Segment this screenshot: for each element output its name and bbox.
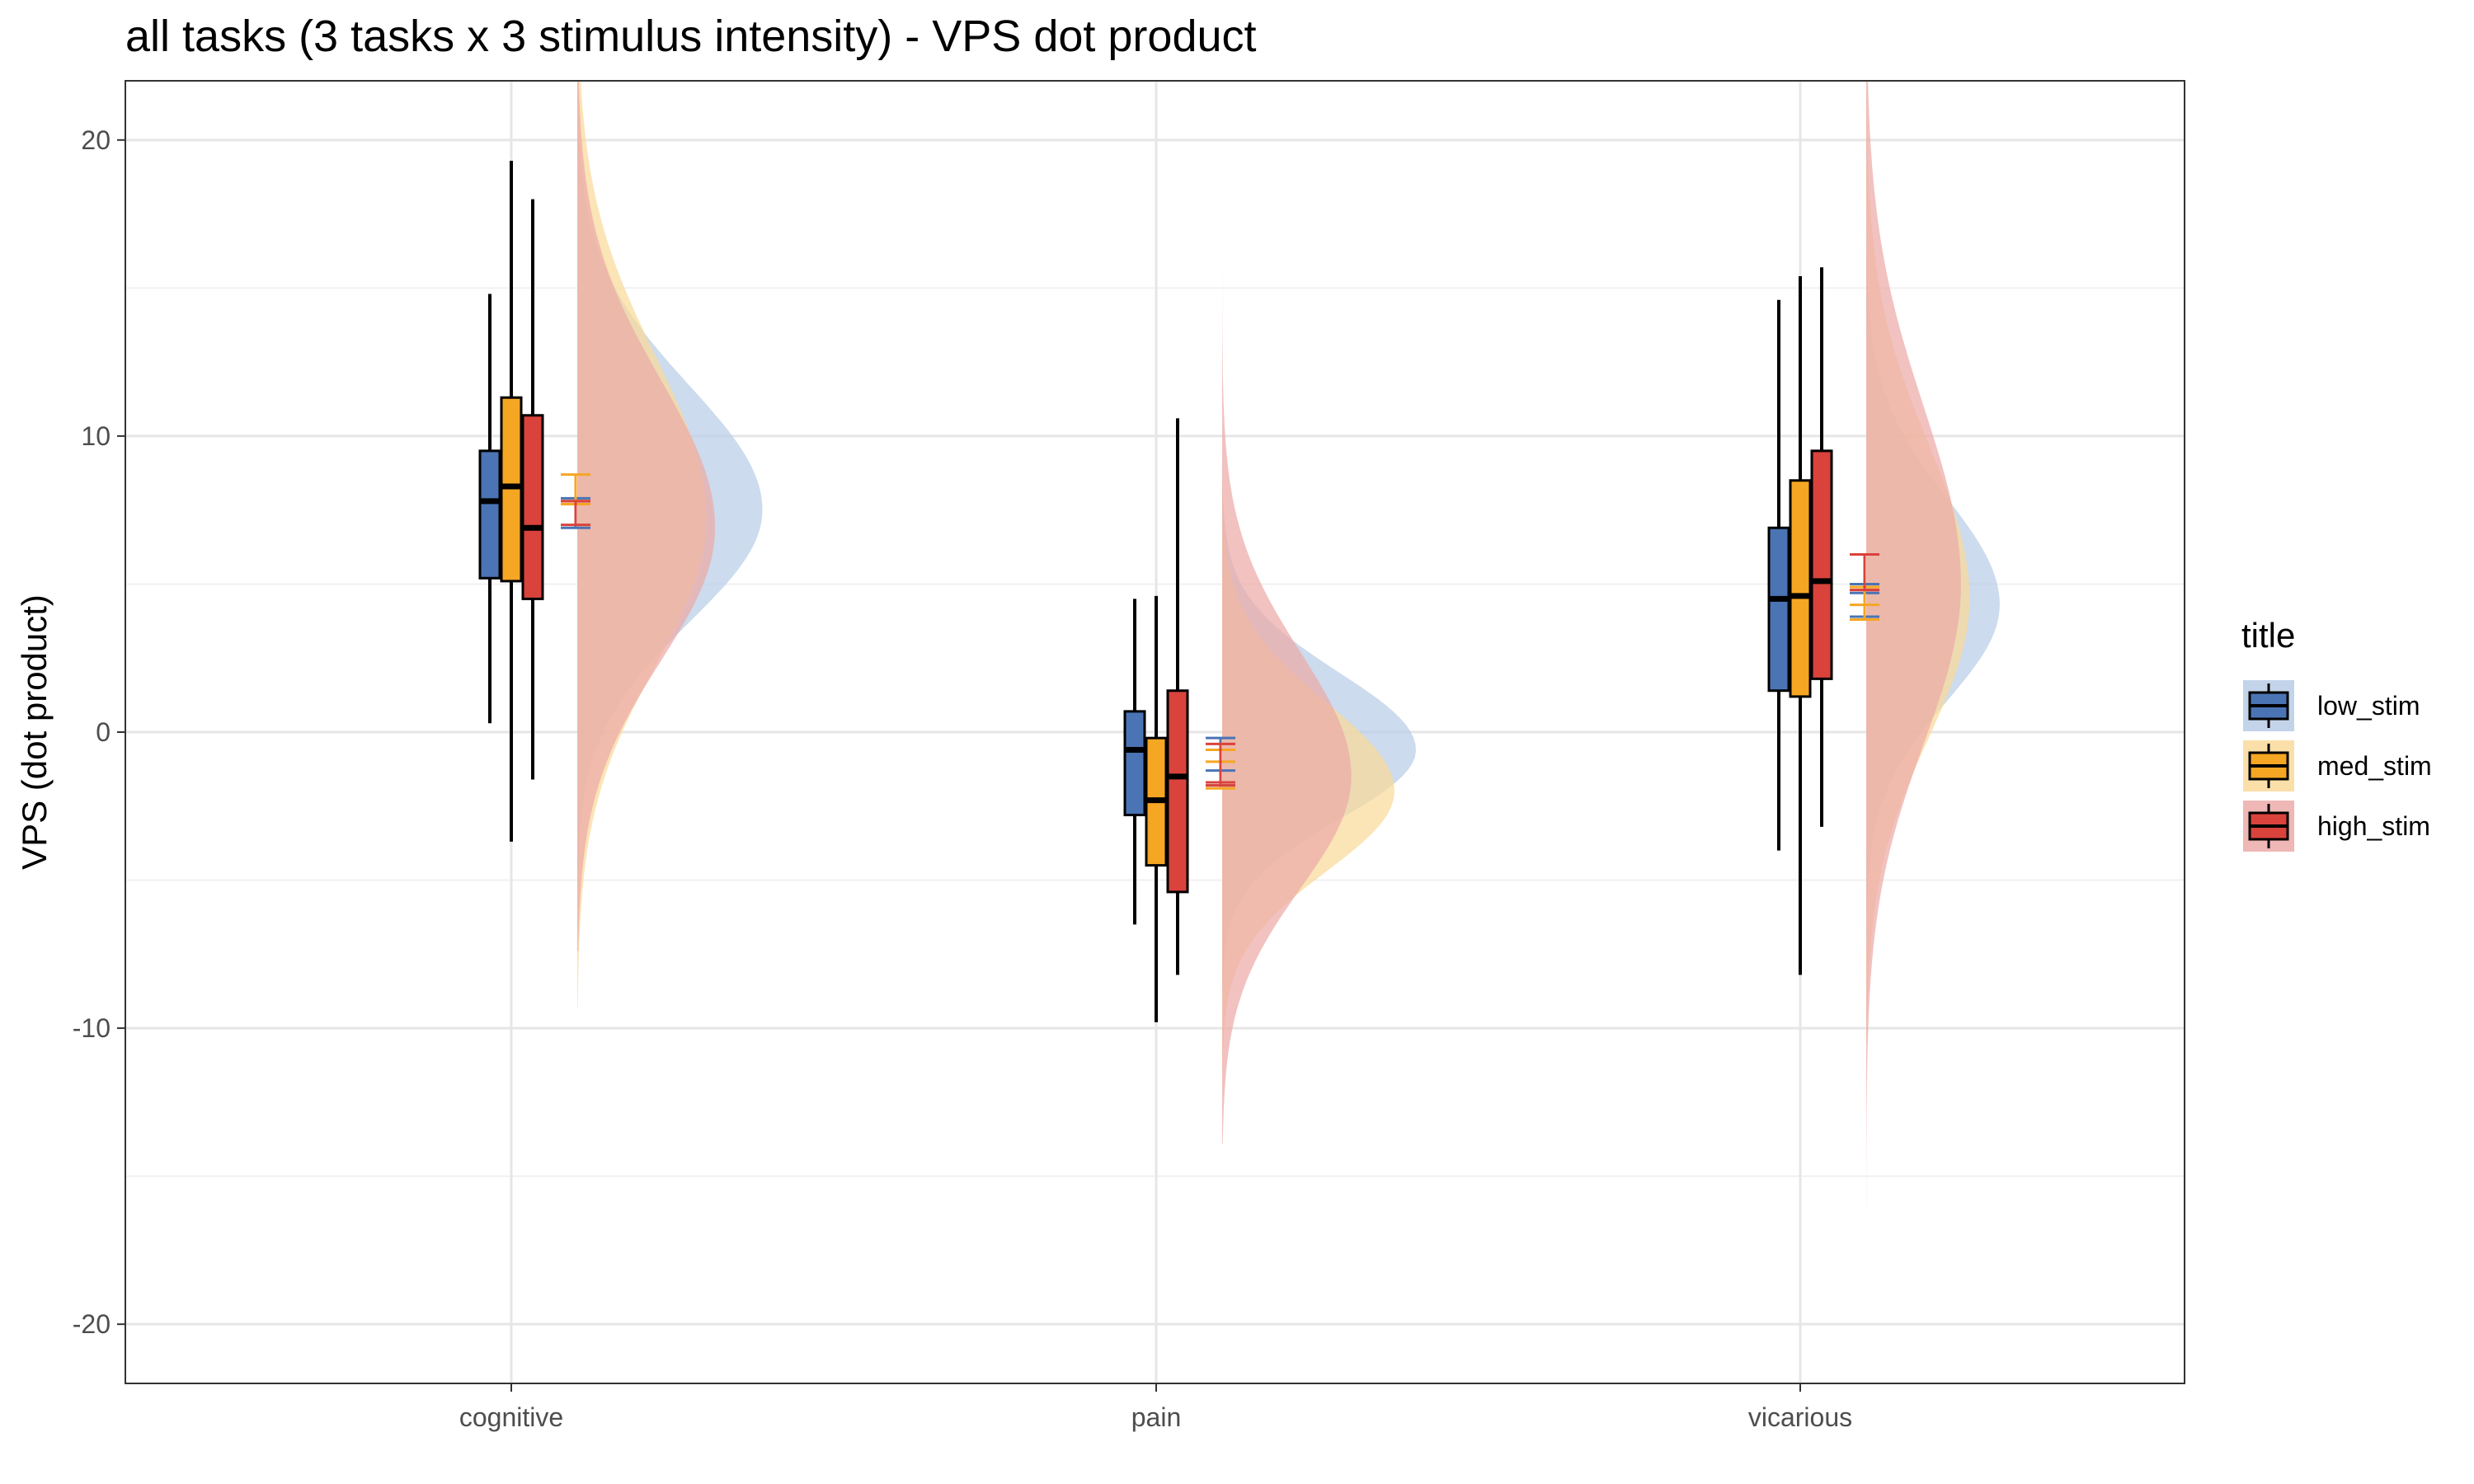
x-tick-label-vicarious: vicarious <box>1748 1402 1852 1432</box>
boxplot-layer <box>478 160 1833 1022</box>
box-cognitive-med_stim <box>500 396 523 583</box>
legend-label-med_stim: med_stim <box>2317 751 2432 781</box>
legend-label-high_stim: high_stim <box>2317 811 2430 841</box>
density-layer <box>577 81 2000 1363</box>
y-tick-label: -10 <box>73 1013 111 1043</box>
box-vicarious-med_stim <box>1789 479 1812 698</box>
axis-layer: 20 10 0 -10 -20 cognitive pain vicarious <box>73 125 1852 1432</box>
y-tick-label: 0 <box>96 717 111 747</box>
density-cognitive-high_stim <box>577 81 716 951</box>
x-tick-label-pain: pain <box>1131 1402 1182 1432</box>
density-vicarious-high_stim <box>1866 81 1961 1363</box>
box-cognitive-low_stim <box>478 449 501 580</box>
x-tick-label-cognitive: cognitive <box>459 1402 563 1432</box>
box-vicarious-low_stim <box>1767 526 1790 693</box>
box-cognitive-high_stim <box>521 414 544 600</box>
density-pain-high_stim <box>1222 255 1352 1144</box>
legend-label-low_stim: low_stim <box>2317 691 2420 721</box>
box-pain-low_stim <box>1123 710 1146 817</box>
mean-ci-layer <box>561 473 1879 790</box>
y-tick-label: 10 <box>81 421 111 451</box>
legend-title: title <box>2241 616 2295 655</box>
box-pain-high_stim <box>1166 689 1189 894</box>
y-axis-title: VPS (dot product) <box>15 594 54 870</box>
legend: title low_stim med_stim high_stim <box>2241 616 2432 852</box>
box-vicarious-high_stim <box>1810 449 1833 680</box>
y-tick-label: -20 <box>73 1309 111 1339</box>
chart-title: all tasks (3 tasks x 3 stimulus intensit… <box>125 12 1257 61</box>
y-tick-label: 20 <box>81 125 111 155</box>
